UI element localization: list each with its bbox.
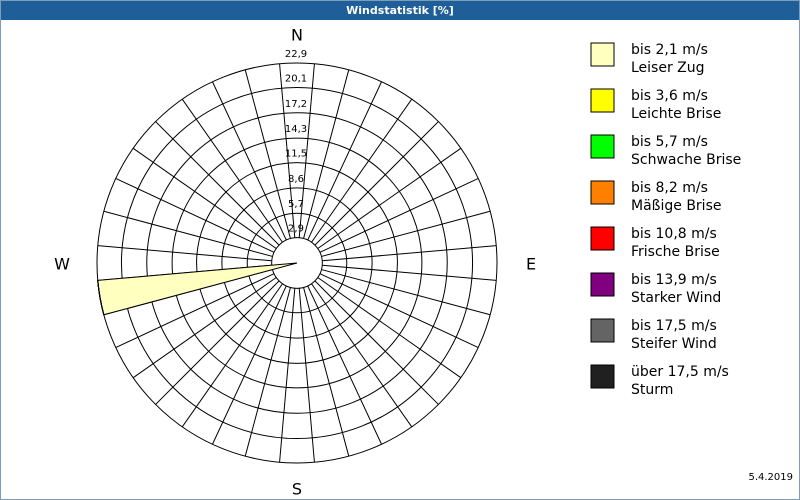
legend-description: Starker Wind	[631, 290, 721, 306]
legend-label: bis 2,1 m/s	[631, 42, 708, 58]
ring-label: 17,2	[285, 99, 307, 110]
spoke	[298, 288, 315, 463]
spoke	[307, 81, 382, 241]
ring-label: 8,6	[288, 174, 304, 185]
ring-label: 14,3	[285, 124, 307, 135]
spoke	[212, 81, 287, 241]
spoke	[132, 147, 277, 249]
ring-label: 5,7	[288, 199, 304, 210]
spoke	[279, 63, 296, 238]
spoke	[322, 264, 497, 281]
spoke	[181, 98, 283, 243]
spoke	[319, 273, 479, 348]
legend-swatch	[590, 134, 615, 159]
spoke	[103, 210, 273, 257]
legend-swatch	[590, 364, 615, 389]
legend-description: Schwache Brise	[631, 152, 741, 168]
spoke	[321, 210, 491, 257]
grid-ring	[246, 212, 348, 314]
spoke	[212, 285, 287, 445]
legend-description: Sturm	[631, 382, 673, 398]
spoke	[314, 121, 439, 246]
legend-swatch	[590, 318, 615, 343]
legend-description: Frische Brise	[631, 244, 720, 260]
grid-ring	[196, 162, 398, 364]
spoke	[115, 178, 275, 253]
legend-label: bis 10,8 m/s	[631, 226, 717, 242]
legend-description: Leichte Brise	[631, 106, 721, 122]
spoke	[244, 69, 291, 239]
spoke	[317, 147, 462, 249]
spoke	[322, 245, 497, 262]
spoke	[311, 98, 413, 243]
legend-description: Mäßige Brise	[631, 198, 721, 214]
legend-label: bis 8,2 m/s	[631, 180, 708, 196]
spoke	[181, 283, 283, 428]
compass-e: E	[526, 255, 536, 274]
spoke	[298, 63, 315, 238]
spoke	[307, 285, 382, 445]
spoke	[321, 269, 491, 316]
spoke	[244, 287, 291, 457]
spoke	[155, 121, 280, 246]
spoke	[303, 287, 350, 457]
title-bar: Windstatistik [%]	[1, 1, 799, 20]
legend-swatch	[590, 42, 615, 67]
spoke	[155, 280, 280, 405]
ring-label: 20,1	[285, 73, 307, 84]
grid-ring	[96, 62, 498, 464]
legend-label: bis 17,5 m/s	[631, 318, 717, 334]
compass-s: S	[292, 480, 302, 499]
spoke	[319, 178, 479, 253]
grid-ring	[146, 112, 448, 414]
legend-swatch	[590, 180, 615, 205]
legend-label: bis 5,7 m/s	[631, 134, 708, 150]
spoke	[317, 277, 462, 379]
grid-ring	[171, 137, 423, 389]
legend-label: über 17,5 m/s	[631, 364, 729, 380]
grid-ring	[221, 187, 373, 339]
chart: N E S W 5.4.2019 2,9 5,7 8,6 11,5 14,3 17,2 20…	[54, 26, 793, 499]
spoke	[115, 273, 275, 348]
legend-label: bis 3,6 m/s	[631, 88, 708, 104]
spoke	[303, 69, 350, 239]
legend-description: Leiser Zug	[631, 60, 705, 76]
spoke	[132, 277, 277, 379]
spoke	[311, 283, 413, 428]
compass-w: W	[54, 255, 70, 274]
grid-ring	[120, 86, 474, 440]
ring-label: 22,9	[285, 49, 307, 60]
wind-sector	[97, 262, 298, 316]
ring-label: 11,5	[285, 149, 307, 160]
legend-label: bis 13,9 m/s	[631, 272, 717, 288]
legend-swatch	[590, 272, 615, 297]
spoke	[97, 245, 272, 262]
ring-label: 2,9	[288, 224, 304, 235]
date: 5.4.2019	[748, 472, 793, 483]
compass-n: N	[291, 26, 303, 45]
legend-swatch	[590, 88, 615, 113]
legend-description: Steifer Wind	[631, 336, 717, 352]
legend-swatch	[590, 226, 615, 251]
spoke	[314, 280, 439, 405]
spoke	[279, 288, 296, 463]
